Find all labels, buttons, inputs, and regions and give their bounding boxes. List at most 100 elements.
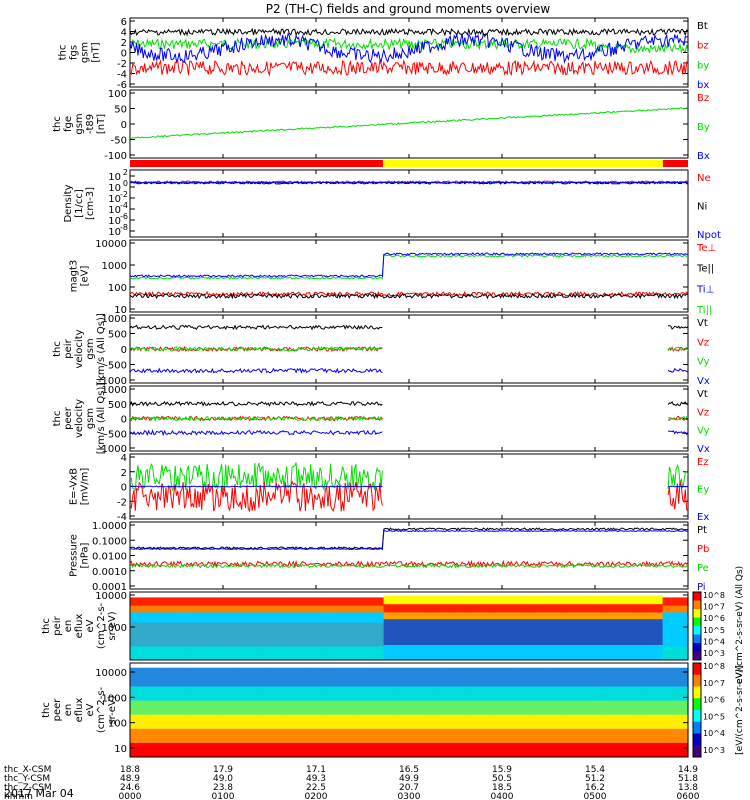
peir-spec-cell — [287, 597, 293, 607]
peir-spec-cell — [571, 619, 577, 646]
peer-spec-cell — [571, 728, 577, 744]
peir-spec-cell — [429, 619, 435, 646]
peir-spec-cell — [485, 592, 491, 596]
peir-spec-cell — [358, 612, 364, 624]
peir-spec-cell — [505, 604, 512, 613]
fgs-ytick-label: 6 — [121, 17, 127, 28]
peir-spec-cell — [540, 592, 547, 596]
peir-spec-cell — [677, 612, 684, 647]
peir-spec-cell — [591, 604, 598, 613]
peir-spec-cell — [322, 592, 329, 598]
peir-spec-cell — [155, 605, 162, 613]
peer-spec-cell — [637, 663, 643, 669]
peer-spec-cell — [338, 663, 344, 669]
peer-spec-cell — [312, 714, 319, 730]
peer-spec-cell — [312, 700, 319, 716]
peer-vel-ytick-label: 0 — [121, 415, 127, 426]
peer-spec-cell — [251, 742, 258, 758]
peer-spec-cell — [677, 714, 684, 730]
peir-spec-cell — [155, 622, 162, 647]
peer-spec-cell — [353, 667, 359, 687]
density-ytick-exp: -2 — [120, 190, 128, 199]
peir-spec-cell — [343, 622, 349, 647]
peir-spec-cell — [510, 619, 517, 646]
peer-spec-cell — [439, 728, 446, 744]
peer-spec-cell — [180, 663, 187, 669]
peer-spec-cell — [216, 686, 222, 702]
peer-spec-cell — [272, 742, 278, 758]
peir-spec-cell — [551, 645, 557, 661]
peir-spec-cell — [632, 612, 638, 620]
peir-vel-ytick-label: 500 — [108, 330, 127, 341]
peer-spec-cell — [606, 663, 613, 669]
peer-spec-cell — [150, 700, 156, 716]
peer-spec-cell — [419, 700, 425, 716]
peir-spec-cell — [302, 612, 309, 624]
peer-spec-cell — [175, 742, 182, 758]
peir-spec-cell — [530, 612, 537, 620]
peer-spec-cell — [682, 663, 689, 669]
peer-spec-cell — [135, 667, 141, 687]
peir-spec-cell — [677, 605, 684, 613]
peer-spec-cell — [272, 728, 278, 744]
peir-spec-cell — [682, 612, 689, 647]
peer-spec-cell — [332, 686, 339, 702]
peir-spec-cell — [617, 592, 623, 596]
density-ylabel: [cm-3] — [85, 187, 96, 220]
peir-spec-cell — [343, 612, 349, 624]
peer-spec-cell — [150, 686, 156, 702]
peer-spec-cell — [530, 714, 537, 730]
peer-spec-cell — [211, 686, 217, 702]
peer-spec-cell — [195, 686, 202, 702]
peir-spec-cell — [459, 592, 466, 596]
peer-spec-cell — [287, 714, 293, 730]
peir-spec-cell — [566, 645, 572, 661]
peir-spec-cell — [677, 597, 684, 607]
temp-ytick-label: 1000 — [102, 261, 127, 272]
peer-spec-cell — [180, 667, 187, 687]
peer-spec-cell — [211, 714, 217, 730]
peer-spec-cell — [378, 667, 385, 687]
peer-spec-cell — [647, 663, 654, 669]
peer-spec-cell — [419, 667, 425, 687]
peer-spec-cell — [667, 663, 674, 669]
peer-spec-cell — [414, 700, 420, 716]
peer-spec-cell — [322, 742, 329, 758]
peer-spec-cell — [637, 686, 643, 702]
peir-spec-cell — [606, 645, 613, 661]
peer-spec-cell — [383, 714, 390, 730]
peer-spec-cell — [439, 700, 446, 716]
peer-spec-cell — [272, 700, 278, 716]
peer-spec-cell — [368, 663, 375, 669]
peer-spec-cell — [581, 686, 588, 702]
peir-spec-cell — [145, 622, 151, 647]
peer-spec-cell — [464, 686, 471, 702]
peer-spec-cell — [343, 742, 349, 758]
peir-spec-frame — [129, 591, 689, 661]
peir-vel-legend-green: Vy — [697, 357, 710, 368]
peir-spec-cell — [596, 595, 603, 605]
peir-spec-cell — [327, 646, 334, 661]
peir-spec-cell — [201, 605, 207, 613]
peer-spec-cell — [627, 742, 633, 758]
peir-spec-cell — [546, 619, 552, 646]
peer-spec-cell — [292, 742, 298, 758]
peir-spec-cell — [495, 619, 501, 646]
peer-spec-cell — [150, 728, 156, 744]
peir-spec-cell — [434, 595, 441, 605]
peer-spec-cell — [682, 742, 689, 758]
peir-spec-cell — [586, 592, 593, 596]
peer-spec-cell — [561, 700, 567, 716]
peir-spec-cell — [677, 646, 684, 661]
peer-spec-cell — [490, 728, 496, 744]
peir-spec-cell — [348, 605, 354, 613]
peir-spec-cell — [190, 605, 197, 613]
peer-spec-cell — [383, 700, 390, 716]
peer-spec-ylabel: eV — [85, 703, 96, 716]
peer-spec-cell — [632, 667, 638, 687]
peir-spec-cell — [444, 604, 451, 613]
density-ytick-exp: 0 — [123, 179, 128, 188]
peer-spec-cell — [520, 714, 527, 730]
peer-spec-cell — [317, 728, 324, 744]
colorbar-ions-tick: 10^5 — [703, 626, 725, 635]
